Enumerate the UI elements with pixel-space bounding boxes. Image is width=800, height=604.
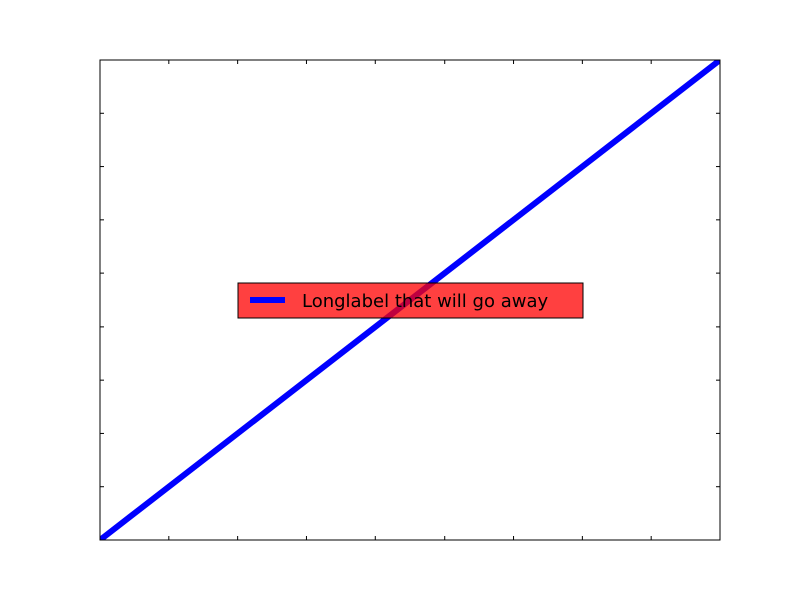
axes-frame [99,59,721,541]
legend-label: Longlabel that will go away [302,291,548,312]
legend-box [237,282,584,319]
legend: Longlabel that will go away [237,282,584,319]
